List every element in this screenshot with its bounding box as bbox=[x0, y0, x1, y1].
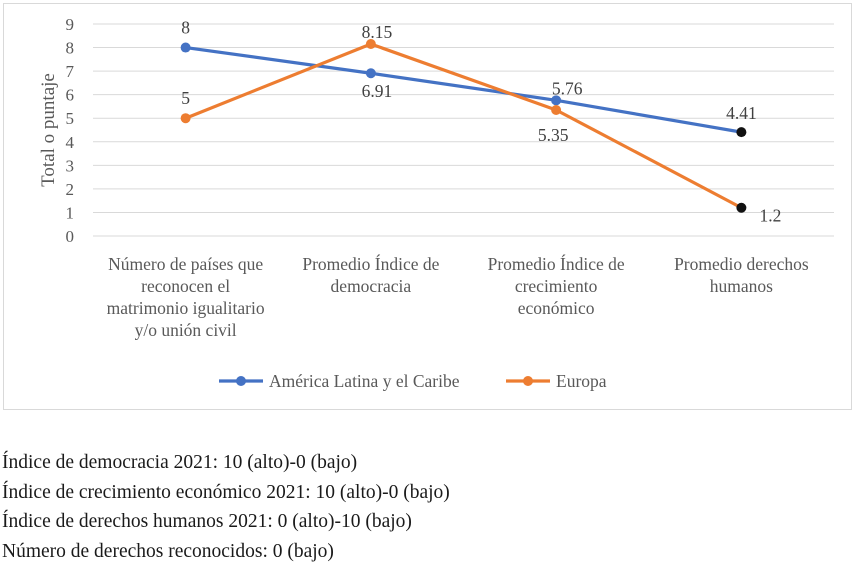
data-label: 6.91 bbox=[362, 81, 393, 101]
series-0-point bbox=[181, 43, 191, 53]
y-tick-label: 8 bbox=[66, 39, 75, 58]
series-0-point bbox=[366, 68, 376, 78]
y-tick-label: 5 bbox=[66, 109, 75, 128]
y-tick-label: 3 bbox=[66, 156, 75, 175]
series-1-point bbox=[736, 203, 746, 213]
legend-swatch-marker-0 bbox=[236, 376, 246, 386]
y-tick-label: 2 bbox=[66, 180, 75, 199]
series-1-point bbox=[551, 105, 561, 115]
y-tick-label: 0 bbox=[66, 227, 75, 246]
note-economic-growth-index: Índice de crecimiento económico 2021: 10… bbox=[2, 478, 450, 508]
data-label: 5.76 bbox=[552, 78, 583, 98]
note-democracy-index: Índice de democracia 2021: 10 (alto)-0 (… bbox=[2, 448, 450, 478]
legend-label: América Latina y el Caribe bbox=[269, 371, 460, 391]
data-label: 8.15 bbox=[362, 22, 393, 42]
data-label: 1.2 bbox=[759, 206, 781, 226]
data-label: 8 bbox=[181, 18, 190, 38]
series-1-point bbox=[181, 113, 191, 123]
legend-label: Europa bbox=[556, 371, 607, 391]
y-tick-label: 1 bbox=[66, 203, 75, 222]
y-tick-label: 4 bbox=[66, 133, 75, 152]
line-chart: 0 1 2 3 4 5 6 7 8 9 Total o puntaje Número de paíse… bbox=[4, 4, 853, 411]
series-line-0 bbox=[186, 48, 742, 133]
note-recognized-rights: Número de derechos reconocidos: 0 (bajo) bbox=[2, 537, 450, 566]
series-line-1 bbox=[186, 44, 742, 208]
data-label: 5.35 bbox=[538, 125, 569, 145]
y-tick-label: 7 bbox=[66, 62, 75, 81]
y-tick-label: 6 bbox=[66, 86, 75, 105]
legend-swatch-marker-1 bbox=[523, 376, 533, 386]
chart-notes: Índice de democracia 2021: 10 (alto)-0 (… bbox=[2, 448, 450, 566]
y-tick-label: 9 bbox=[66, 15, 75, 34]
note-human-rights-index: Índice de derechos humanos 2021: 0 (alto… bbox=[2, 507, 450, 537]
data-label: 5 bbox=[181, 88, 190, 108]
series-0-point bbox=[736, 127, 746, 137]
chart-frame: 0 1 2 3 4 5 6 7 8 9 Total o puntaje Número de paíse… bbox=[3, 3, 852, 410]
y-axis-title: Total o puntaje bbox=[38, 73, 59, 187]
data-label: 4.41 bbox=[726, 103, 757, 123]
